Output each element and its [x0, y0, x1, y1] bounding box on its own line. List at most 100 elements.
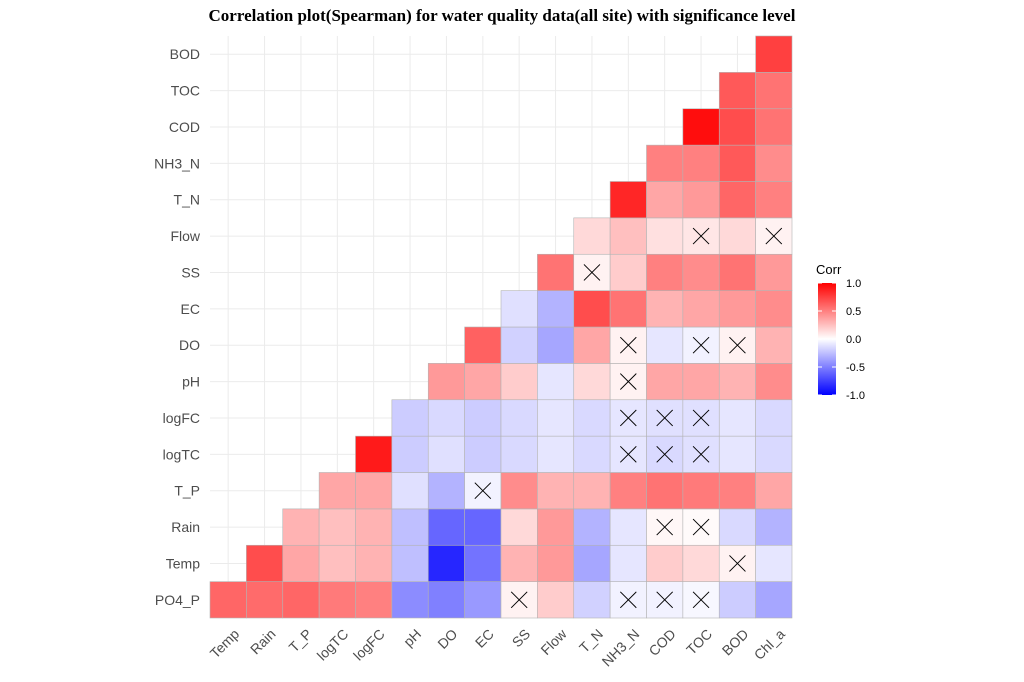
y-tick-label: BOD: [170, 46, 200, 62]
heatmap-cell: [718, 472, 756, 510]
heatmap-cell: [682, 363, 720, 401]
heatmap-cell: [609, 472, 647, 510]
y-tick-label: Rain: [171, 519, 200, 535]
x-mark-icon: [510, 591, 528, 609]
heatmap-cell: [755, 326, 793, 364]
heatmap-cell: [682, 108, 720, 146]
heatmap-cell: [573, 472, 611, 510]
heatmap-cell: [537, 435, 575, 473]
legend-colorbar: [818, 283, 836, 395]
x-mark-stroke: [656, 518, 674, 536]
x-mark-stroke: [692, 591, 710, 609]
heatmap-cell: [646, 326, 684, 364]
x-mark-stroke: [619, 409, 637, 427]
x-tick-label: NH3_N: [599, 626, 643, 670]
x-mark-stroke: [619, 445, 637, 463]
heatmap-cell: [500, 326, 538, 364]
heatmap-cell: [682, 144, 720, 182]
x-tick-label: SS: [509, 626, 534, 651]
heatmap-cell: [646, 363, 684, 401]
heatmap-cell: [573, 508, 611, 546]
heatmap-cell: [755, 544, 793, 582]
heatmap-cell: [391, 399, 429, 437]
heatmap-cell: [718, 253, 756, 291]
x-mark-stroke: [619, 591, 637, 609]
x-tick-label: Rain: [247, 626, 279, 658]
heatmap-cell: [500, 435, 538, 473]
heatmap-cell: [537, 253, 575, 291]
heatmap-cell: [718, 581, 756, 619]
x-mark-icon: [656, 518, 674, 536]
heatmap-cell: [391, 472, 429, 510]
legend-title: Corr: [816, 262, 842, 277]
heatmap-cell: [318, 508, 356, 546]
heatmap-cell: [537, 581, 575, 619]
heatmap-cell: [609, 253, 647, 291]
x-tick-label: Chl_a: [751, 626, 788, 663]
x-mark-icon: [729, 555, 746, 572]
heatmap-cell: [355, 472, 393, 510]
legend-tick-label: 0.5: [846, 306, 861, 318]
x-tick-label: logFC: [350, 626, 388, 664]
x-mark-icon: [656, 445, 674, 463]
heatmap-cell: [755, 253, 793, 291]
y-tick-label: logTC: [163, 446, 200, 462]
x-mark-icon: [619, 445, 637, 463]
heatmap-cell: [573, 217, 611, 255]
heatmap-cell: [609, 544, 647, 582]
heatmap-cell: [573, 290, 611, 328]
heatmap-cell: [755, 108, 793, 146]
heatmap-cell: [609, 181, 647, 219]
y-tick-label: EC: [181, 301, 200, 317]
heatmap-cell: [355, 508, 393, 546]
heatmap-cell: [573, 399, 611, 437]
y-axis-labels: PO4_P Temp Rain T_P logTC logFC pH DO EC SS Flow T_…: [154, 46, 201, 608]
x-mark-icon: [619, 336, 637, 354]
heatmap-cell: [427, 472, 465, 510]
heatmap-cell: [609, 217, 647, 255]
heatmap-cell: [464, 581, 502, 619]
x-mark-icon: [692, 336, 710, 354]
heatmap-cell: [500, 472, 538, 510]
x-mark-stroke: [619, 336, 637, 354]
heatmap-cell: [646, 217, 684, 255]
heatmap-cell: [718, 508, 756, 546]
y-tick-label: logFC: [163, 410, 200, 426]
heatmap-cell: [318, 581, 356, 619]
x-tick-label: logTC: [314, 626, 352, 664]
heatmap-cell: [246, 544, 284, 582]
heatmap-cell: [464, 544, 502, 582]
heatmap-cell: [646, 472, 684, 510]
heatmap-cells: [209, 35, 793, 619]
heatmap-cell: [537, 508, 575, 546]
x-mark-icon: [692, 591, 710, 609]
heatmap-cell: [609, 290, 647, 328]
x-tick-label: COD: [645, 626, 678, 659]
heatmap-cell: [427, 363, 465, 401]
x-tick-label: T_N: [576, 626, 606, 656]
heatmap-cell: [537, 363, 575, 401]
x-tick-label: Flow: [537, 625, 570, 658]
x-mark-stroke: [510, 591, 528, 609]
x-mark-stroke: [656, 591, 674, 609]
x-mark-icon: [583, 264, 601, 281]
heatmap-cell: [573, 326, 611, 364]
x-mark-icon: [692, 409, 710, 427]
heatmap-cell: [427, 508, 465, 546]
heatmap-cell: [718, 108, 756, 146]
heatmap-cell: [755, 72, 793, 110]
x-mark-icon: [692, 227, 710, 245]
heatmap-cell: [718, 144, 756, 182]
x-tick-label: BOD: [719, 626, 752, 659]
heatmap-cell: [682, 472, 720, 510]
heatmap-cell: [573, 363, 611, 401]
x-mark-stroke: [729, 336, 746, 354]
x-mark-stroke: [656, 409, 674, 427]
x-mark-icon: [656, 409, 674, 427]
heatmap-cell: [646, 290, 684, 328]
x-mark-icon: [474, 482, 492, 500]
heatmap-cell: [391, 581, 429, 619]
heatmap-cell: [682, 290, 720, 328]
y-tick-label: Flow: [170, 228, 200, 244]
heatmap-cell: [755, 435, 793, 473]
